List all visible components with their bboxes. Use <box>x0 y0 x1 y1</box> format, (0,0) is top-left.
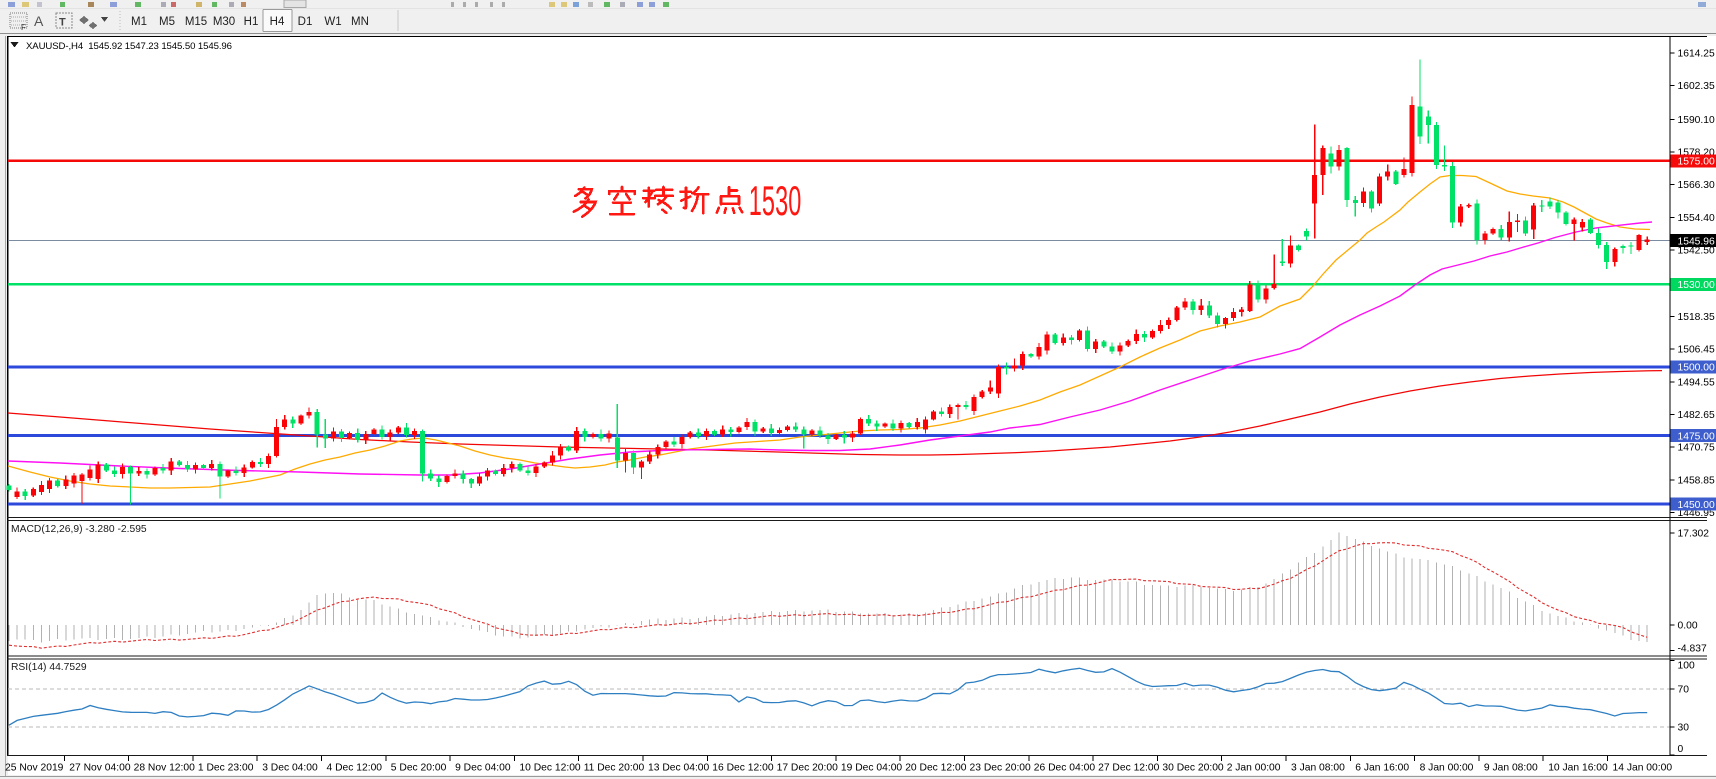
svg-text:100: 100 <box>1678 661 1695 672</box>
svg-text:1566.30: 1566.30 <box>1678 180 1715 191</box>
svg-text:10 Dec 12:00: 10 Dec 12:00 <box>519 763 581 774</box>
svg-text:1518.35: 1518.35 <box>1678 312 1715 323</box>
svg-text:9 Jan 08:00: 9 Jan 08:00 <box>1484 763 1538 774</box>
svg-text:26 Dec 04:00: 26 Dec 04:00 <box>1034 763 1096 774</box>
svg-text:RSI(14) 44.7529: RSI(14) 44.7529 <box>11 662 87 673</box>
svg-text:1545.96: 1545.96 <box>1678 236 1715 247</box>
svg-text:70: 70 <box>1678 685 1690 696</box>
svg-text:17.302: 17.302 <box>1678 529 1710 540</box>
svg-text:MACD(12,26,9) -3.280 -2.595: MACD(12,26,9) -3.280 -2.595 <box>11 524 147 535</box>
svg-text:M5: M5 <box>159 16 175 28</box>
svg-text:1578.20: 1578.20 <box>1678 148 1715 159</box>
svg-text:H4: H4 <box>270 16 285 28</box>
svg-text:0: 0 <box>1678 744 1684 755</box>
svg-text:1450.00: 1450.00 <box>1678 500 1715 511</box>
svg-text:16 Dec 12:00: 16 Dec 12:00 <box>712 763 774 774</box>
svg-text:T: T <box>59 17 66 29</box>
svg-text:W1: W1 <box>324 16 341 28</box>
svg-text:M15: M15 <box>185 16 207 28</box>
svg-text:1482.65: 1482.65 <box>1678 410 1715 421</box>
svg-text:27 Nov 04:00: 27 Nov 04:00 <box>69 763 131 774</box>
svg-text:5 Dec 20:00: 5 Dec 20:00 <box>391 763 447 774</box>
svg-text:F: F <box>21 23 26 32</box>
svg-text:2 Jan 00:00: 2 Jan 00:00 <box>1227 763 1281 774</box>
svg-text:9 Dec 04:00: 9 Dec 04:00 <box>455 763 511 774</box>
svg-text:4 Dec 12:00: 4 Dec 12:00 <box>327 763 383 774</box>
svg-text:30: 30 <box>1678 722 1690 733</box>
svg-text:1506.45: 1506.45 <box>1678 345 1715 356</box>
svg-text:-4.837: -4.837 <box>1678 644 1707 655</box>
svg-text:D1: D1 <box>298 16 313 28</box>
svg-text:1590.10: 1590.10 <box>1678 115 1715 126</box>
svg-text:1494.55: 1494.55 <box>1678 377 1715 388</box>
svg-text:6 Jan 16:00: 6 Jan 16:00 <box>1355 763 1409 774</box>
svg-text:8 Jan 00:00: 8 Jan 00:00 <box>1420 763 1474 774</box>
svg-text:1458.85: 1458.85 <box>1678 475 1715 486</box>
svg-text:1602.35: 1602.35 <box>1678 81 1715 92</box>
svg-text:10 Jan 16:00: 10 Jan 16:00 <box>1548 763 1608 774</box>
svg-text:MN: MN <box>351 16 369 28</box>
svg-text:1446.95: 1446.95 <box>1678 508 1715 519</box>
svg-text:23 Dec 20:00: 23 Dec 20:00 <box>970 763 1032 774</box>
svg-text:1530: 1530 <box>749 178 802 225</box>
svg-text:11 Dec 20:00: 11 Dec 20:00 <box>584 763 645 774</box>
svg-text:14 Jan 00:00: 14 Jan 00:00 <box>1613 763 1673 774</box>
svg-text:1 Dec 23:00: 1 Dec 23:00 <box>198 763 254 774</box>
svg-text:A: A <box>34 13 44 29</box>
svg-text:M1: M1 <box>131 16 147 28</box>
svg-text:1542.50: 1542.50 <box>1678 246 1715 257</box>
svg-text:17 Dec 20:00: 17 Dec 20:00 <box>777 763 839 774</box>
svg-text:1530.00: 1530.00 <box>1678 280 1715 291</box>
svg-text:13 Dec 04:00: 13 Dec 04:00 <box>648 763 710 774</box>
svg-text:1500.00: 1500.00 <box>1678 363 1715 374</box>
svg-text:0.00: 0.00 <box>1678 621 1698 632</box>
svg-text:25 Nov 2019: 25 Nov 2019 <box>5 763 64 774</box>
svg-text:1614.25: 1614.25 <box>1678 49 1715 60</box>
svg-text:1470.75: 1470.75 <box>1678 443 1715 454</box>
svg-text:XAUUSD-,H4 1545.92 1547.23 15: XAUUSD-,H4 1545.92 1547.23 1545.50 1545.… <box>26 41 232 52</box>
svg-text:3 Jan 08:00: 3 Jan 08:00 <box>1291 763 1345 774</box>
svg-text:27 Dec 12:00: 27 Dec 12:00 <box>1098 763 1160 774</box>
svg-text:1575.00: 1575.00 <box>1678 157 1715 168</box>
svg-text:19 Dec 04:00: 19 Dec 04:00 <box>841 763 903 774</box>
svg-text:H1: H1 <box>244 16 259 28</box>
svg-text:1554.40: 1554.40 <box>1678 213 1715 224</box>
svg-text:20 Dec 12:00: 20 Dec 12:00 <box>905 763 967 774</box>
svg-text:28 Nov 12:00: 28 Nov 12:00 <box>134 763 196 774</box>
svg-text:M30: M30 <box>213 16 235 28</box>
svg-text:30 Dec 20:00: 30 Dec 20:00 <box>1162 763 1224 774</box>
svg-text:1475.00: 1475.00 <box>1678 431 1715 442</box>
svg-text:3 Dec 04:00: 3 Dec 04:00 <box>262 763 318 774</box>
